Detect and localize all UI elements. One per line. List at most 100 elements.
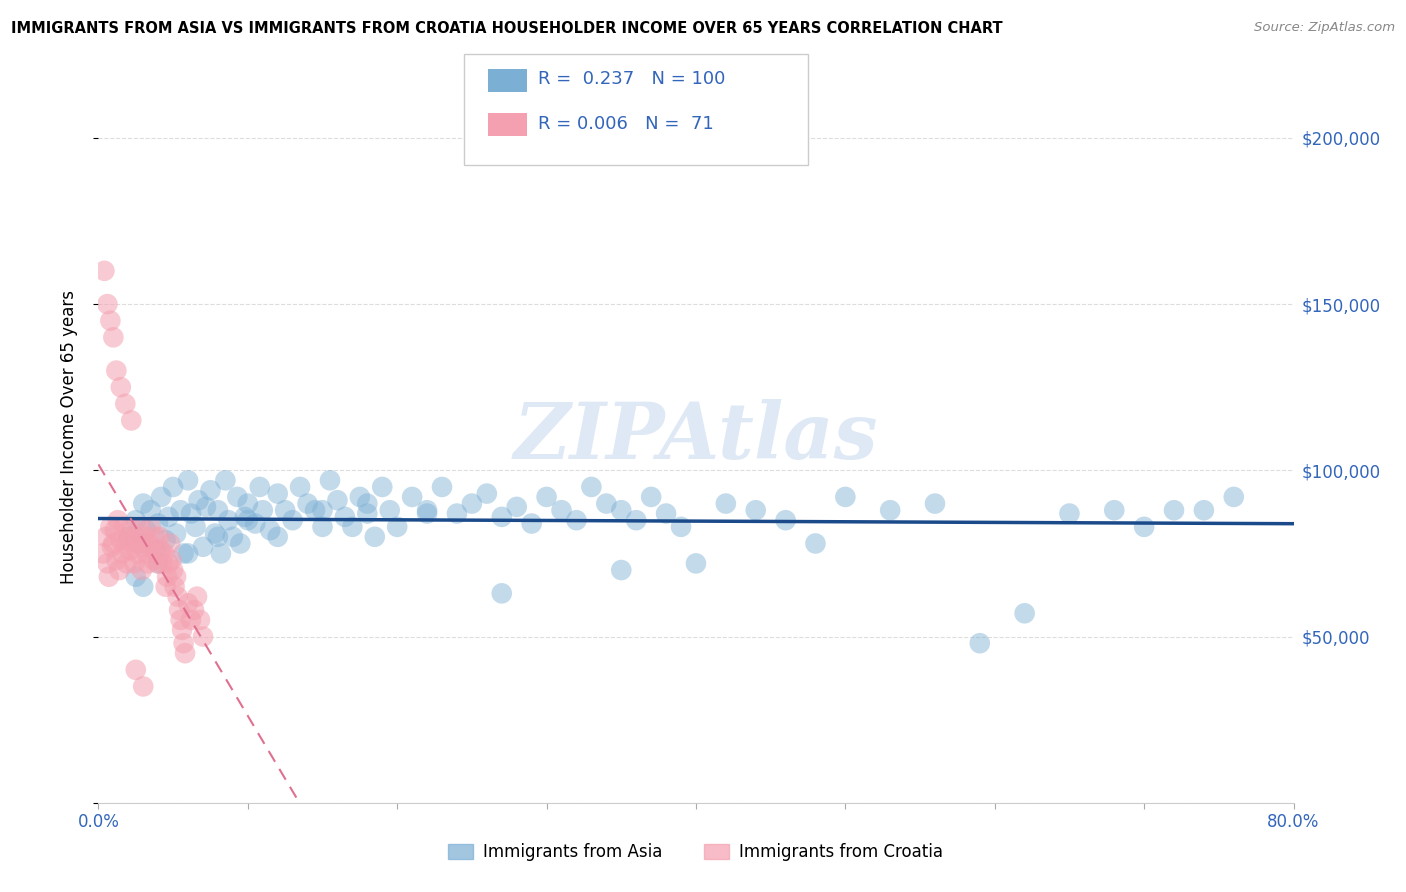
Point [150, 490, 173, 504]
Point [186, 590, 208, 604]
Point [91, 546, 114, 560]
Point [135, 546, 157, 560]
Point [98, 520, 122, 534]
Point [714, 497, 737, 511]
Point [112, 520, 135, 534]
Point [180, 507, 202, 521]
Point [174, 646, 197, 660]
Point [167, 603, 190, 617]
Point [98, 314, 122, 328]
Point [475, 486, 498, 500]
Point [125, 663, 148, 677]
Point [184, 520, 207, 534]
Text: ZIPAtlas: ZIPAtlas [513, 399, 879, 475]
Point [461, 497, 484, 511]
Point [142, 553, 165, 567]
Point [132, 580, 155, 594]
Point [180, 613, 202, 627]
Point [162, 563, 184, 577]
Point [249, 480, 271, 494]
Point [356, 507, 378, 521]
Point [879, 503, 901, 517]
Point [127, 546, 149, 560]
Point [217, 513, 239, 527]
Point [93, 264, 115, 278]
Point [550, 503, 572, 517]
Point [288, 480, 311, 494]
Point [610, 503, 633, 517]
Point [685, 557, 707, 571]
Point [156, 570, 179, 584]
Point [385, 520, 409, 534]
Point [125, 530, 148, 544]
Point [163, 580, 186, 594]
Point [153, 546, 176, 560]
Point [1059, 507, 1081, 521]
Point [129, 536, 152, 550]
Point [132, 540, 155, 554]
Text: R =  0.237   N = 100: R = 0.237 N = 100 [538, 70, 725, 88]
Point [214, 473, 236, 487]
Point [204, 526, 226, 541]
Point [157, 509, 180, 524]
Point [430, 480, 453, 494]
Point [160, 553, 183, 567]
Point [117, 530, 139, 544]
Point [364, 530, 387, 544]
Point [416, 507, 439, 521]
Point [226, 490, 249, 504]
Point [118, 543, 141, 558]
Point [177, 546, 200, 560]
Point [834, 490, 856, 504]
Legend: Immigrants from Asia, Immigrants from Croatia: Immigrants from Asia, Immigrants from Cr… [441, 837, 950, 868]
Point [128, 536, 150, 550]
Point [111, 546, 134, 560]
Point [416, 503, 439, 517]
Point [233, 509, 256, 524]
Point [114, 536, 136, 550]
Point [969, 636, 991, 650]
Point [101, 540, 124, 554]
Point [132, 497, 155, 511]
Point [104, 523, 127, 537]
Point [267, 486, 290, 500]
Point [188, 613, 211, 627]
Point [804, 536, 827, 550]
Point [311, 520, 333, 534]
Point [378, 503, 401, 517]
Point [311, 503, 333, 517]
Point [125, 513, 148, 527]
Point [274, 503, 297, 517]
Point [105, 363, 128, 377]
Point [610, 563, 633, 577]
Point [520, 516, 543, 531]
Point [139, 520, 162, 534]
Point [595, 497, 617, 511]
Point [108, 563, 131, 577]
Point [326, 493, 349, 508]
Point [446, 507, 468, 521]
Point [267, 530, 290, 544]
Point [195, 500, 218, 514]
Point [333, 509, 356, 524]
Point [120, 520, 142, 534]
Point [342, 520, 364, 534]
Point [155, 580, 177, 594]
Point [924, 497, 946, 511]
Text: R = 0.006   N =  71: R = 0.006 N = 71 [538, 115, 714, 133]
Point [191, 540, 214, 554]
Point [114, 397, 136, 411]
Point [141, 540, 163, 554]
Point [173, 546, 195, 560]
Point [401, 490, 423, 504]
Point [236, 513, 259, 527]
Point [1192, 503, 1215, 517]
Point [200, 483, 222, 498]
Point [626, 513, 648, 527]
Point [166, 590, 188, 604]
Point [371, 480, 394, 494]
Point [103, 330, 125, 344]
Point [150, 543, 173, 558]
Point [319, 473, 342, 487]
Point [110, 533, 132, 548]
